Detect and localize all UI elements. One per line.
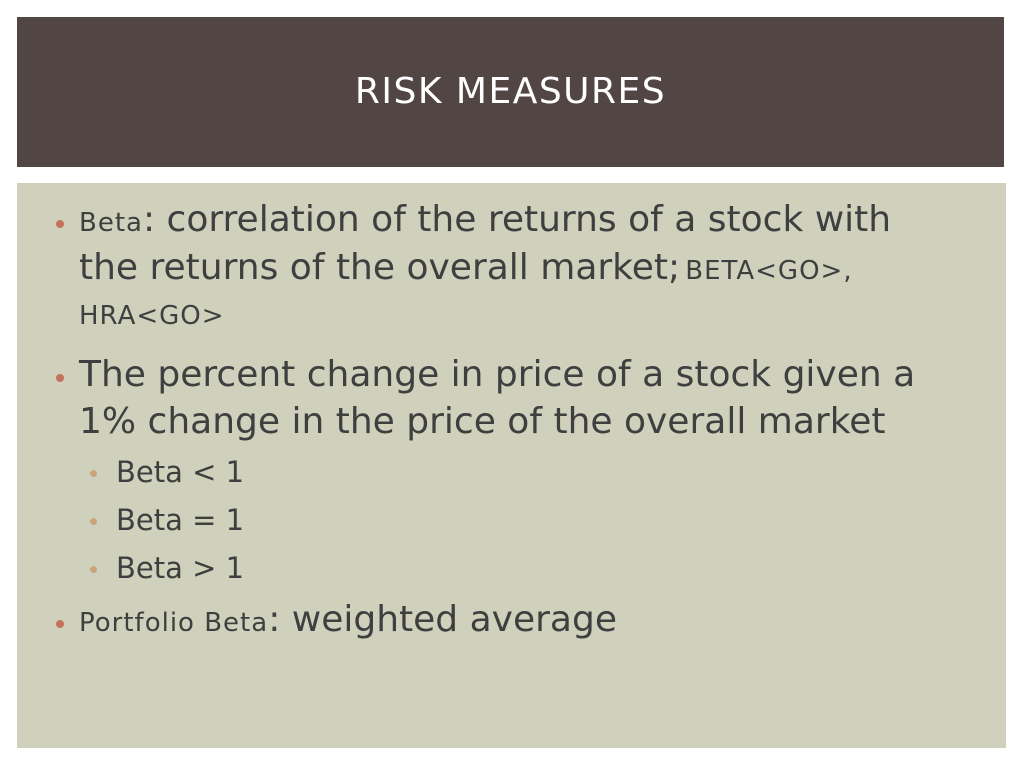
bullet-3-line-1: Portfolio Beta: weighted average: [79, 599, 617, 640]
bullet-2-line-2: 1% change in the price of the overall ma…: [79, 401, 886, 442]
slide-title: RISK MEASURES: [354, 70, 667, 112]
beta-definition-l1: correlation of the returns of a stock wi…: [155, 199, 892, 240]
bullet-dot-icon: [56, 620, 64, 628]
sub-bullet-dot-icon: [90, 470, 97, 477]
bullet-1-line-1: Beta: correlation of the returns of a st…: [79, 199, 891, 240]
content-panel: Beta: correlation of the returns of a st…: [17, 183, 1006, 748]
sub-bullet-beta-lt-1: Beta < 1: [116, 455, 245, 489]
title-bar: RISK MEASURES: [17, 17, 1004, 167]
portfolio-beta-sep: :: [268, 599, 281, 640]
sub-bullet-dot-icon: [90, 518, 97, 525]
sub-bullet-beta-gt-1: Beta > 1: [116, 551, 245, 585]
bullet-dot-icon: [56, 220, 64, 228]
portfolio-beta-definition: weighted average: [280, 599, 617, 640]
bullet-2-line-1: The percent change in price of a stock g…: [79, 354, 916, 395]
bullet-1-line-2: the returns of the overall market; BETA<…: [79, 247, 853, 288]
bullet-dot-icon: [56, 374, 64, 382]
portfolio-beta-term: Portfolio Beta: [79, 608, 269, 638]
bullet-1-line-3: HRA<GO>: [79, 301, 225, 331]
hra-code: HRA<GO>: [79, 301, 225, 331]
beta-code: BETA<GO>,: [685, 256, 853, 286]
beta-sep: :: [142, 199, 156, 240]
beta-definition-l2: the returns of the overall market;: [79, 247, 681, 288]
beta-term: Beta: [79, 208, 143, 238]
sub-bullet-beta-eq-1: Beta = 1: [116, 503, 245, 537]
sub-bullet-dot-icon: [90, 566, 97, 573]
